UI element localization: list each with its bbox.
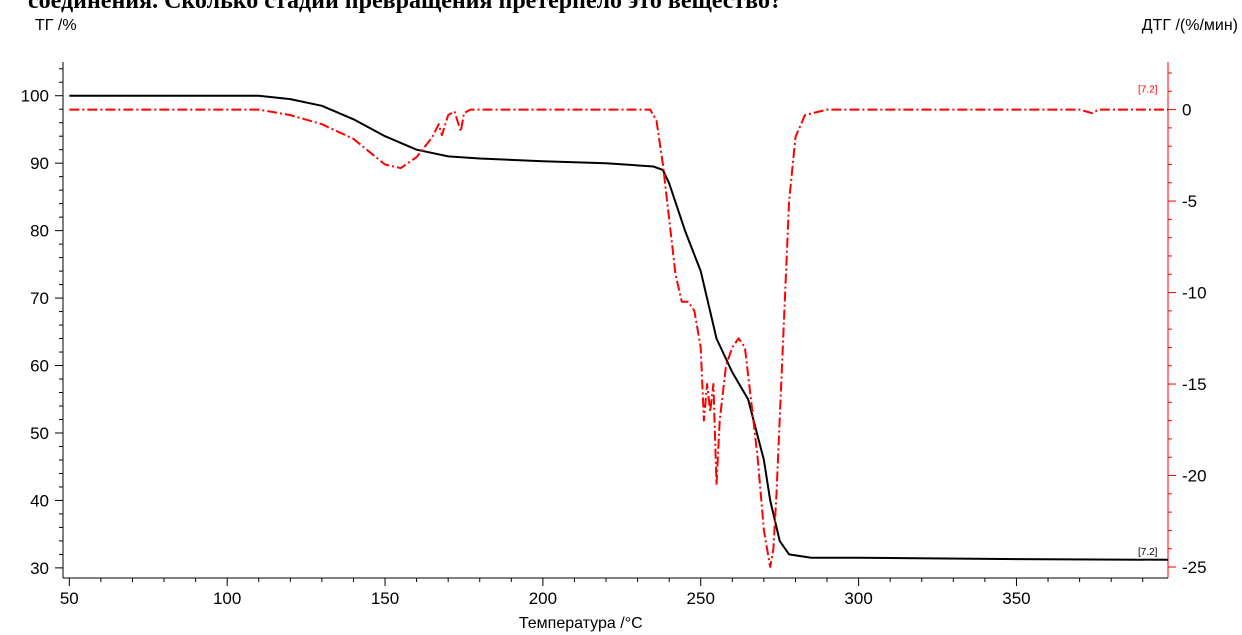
y-axis-left-title: ТГ /% — [35, 17, 77, 34]
dtg-end-tag: [7.2] — [1138, 85, 1158, 96]
x-tick-label: 250 — [687, 589, 715, 608]
labels: 50 100 150 200 250 300 350 30 40 50 60 70 80 90 100 0 -5… — [21, 17, 1238, 632]
x-tick-label: 50 — [60, 589, 79, 608]
question-header-text: соединения. Сколько стадий превращения п… — [28, 0, 782, 14]
series — [69, 94, 1169, 568]
x-tick-label: 300 — [844, 589, 872, 608]
tg-end-tag: [7.2] — [1138, 547, 1158, 558]
axes — [62, 62, 1169, 579]
y-left-tick-label: 90 — [30, 154, 49, 173]
y-right-tick-label: -20 — [1182, 467, 1207, 486]
y-right-tick-label: -25 — [1182, 558, 1207, 577]
tg-series-line — [69, 94, 1169, 561]
y-right-tick-label: -10 — [1182, 284, 1207, 303]
y-left-tick-label: 100 — [21, 87, 49, 106]
y-left-tick-label: 80 — [30, 222, 49, 241]
x-tick-label: 350 — [1002, 589, 1030, 608]
x-tick-label: 200 — [529, 589, 557, 608]
y-right-tick-label: -15 — [1182, 375, 1207, 394]
x-tick-label: 150 — [371, 589, 399, 608]
y-axis-right-title: ДТГ /(%/мин) — [1142, 17, 1238, 34]
y-left-tick-label: 40 — [30, 491, 49, 510]
ticks — [55, 68, 1176, 586]
y-left-tick-label: 70 — [30, 289, 49, 308]
y-left-tick-label: 60 — [30, 357, 49, 376]
y-left-tick-label: 30 — [30, 559, 49, 578]
dtg-series-line — [69, 108, 1168, 568]
x-tick-label: 100 — [213, 589, 241, 608]
x-axis-title: Температура /°C — [519, 615, 643, 632]
y-left-tick-label: 50 — [30, 424, 49, 443]
y-right-tick-label: -5 — [1182, 192, 1197, 211]
y-right-tick-label: 0 — [1182, 101, 1191, 120]
